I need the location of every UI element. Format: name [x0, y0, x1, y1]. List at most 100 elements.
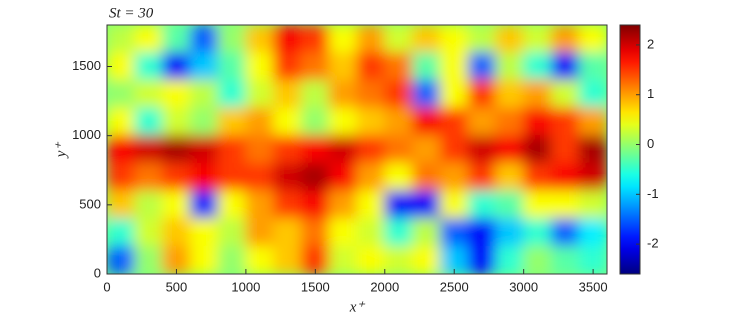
heat-cell	[412, 218, 441, 247]
heat-cell	[550, 190, 580, 220]
heat-cell	[356, 218, 386, 247]
heat-cell	[523, 25, 552, 54]
heat-cell	[384, 79, 414, 109]
heat-cell	[356, 162, 386, 192]
heat-cell	[189, 218, 219, 247]
heat-cell	[356, 52, 386, 81]
heat-cell	[328, 135, 358, 164]
heat-cell	[467, 25, 497, 54]
heat-cell	[578, 25, 607, 54]
heat-cell	[439, 25, 469, 54]
heat-cell	[467, 218, 497, 247]
heat-cell	[328, 25, 358, 54]
heat-cell	[550, 52, 580, 81]
heat-cell	[162, 162, 191, 192]
heat-cell	[356, 135, 386, 164]
y-tick-label: 1000	[72, 127, 101, 142]
heat-cell	[578, 218, 607, 247]
heat-cell	[134, 107, 164, 137]
heat-cell	[134, 25, 164, 54]
y-tick-label: 0	[94, 265, 101, 280]
heat-cell	[273, 162, 302, 192]
plot-frame	[106, 24, 608, 275]
chart-title: St = 30	[109, 5, 154, 21]
heat-cell	[328, 245, 358, 274]
x-tick-label: 3000	[509, 279, 538, 294]
heat-cell	[550, 162, 580, 192]
x-tick-label: 0	[103, 279, 110, 294]
heat-cell	[107, 25, 136, 54]
x-tick-label: 500	[166, 279, 188, 294]
heat-cell	[495, 79, 525, 109]
heat-cell	[189, 190, 219, 220]
heat-cell	[134, 190, 164, 220]
heat-cell	[356, 25, 386, 54]
heat-cell	[523, 135, 552, 164]
heat-cell	[439, 162, 469, 192]
heat-cell	[412, 135, 441, 164]
heat-cell	[467, 162, 497, 192]
heat-cell	[300, 162, 330, 192]
heat-cell	[273, 218, 302, 247]
heat-cell	[439, 190, 469, 220]
heat-cell	[189, 162, 219, 192]
heat-cell	[162, 25, 191, 54]
heat-cell	[107, 135, 136, 164]
heat-cell	[384, 162, 414, 192]
heat-cell	[217, 218, 247, 247]
heat-cell	[300, 190, 330, 220]
heat-cell	[245, 52, 275, 81]
heat-cell	[384, 25, 414, 54]
heat-cell	[467, 135, 497, 164]
heat-cell	[162, 107, 191, 137]
heat-cell	[384, 135, 414, 164]
colorbar-tick-label: -1	[647, 186, 659, 201]
heat-cell	[578, 107, 607, 137]
heat-cell	[107, 162, 136, 192]
heat-cell	[467, 190, 497, 220]
heat-cell	[495, 52, 525, 81]
colorbar-tick-label: 0	[647, 136, 654, 151]
heat-cell	[134, 52, 164, 81]
colorbar-tick-label: 2	[647, 36, 654, 51]
heat-cell	[189, 135, 219, 164]
heat-cell	[578, 79, 607, 109]
heat-cell	[356, 245, 386, 274]
heat-cell	[300, 79, 330, 109]
heat-cell	[134, 218, 164, 247]
heat-cell	[273, 52, 302, 81]
heat-cell	[189, 79, 219, 109]
heat-cell	[273, 107, 302, 137]
heat-cell	[134, 79, 164, 109]
heat-cell	[523, 162, 552, 192]
colorbar-tick-label: -2	[647, 236, 659, 251]
heat-cell	[162, 52, 191, 81]
heat-cell	[245, 245, 275, 274]
heat-cell	[217, 52, 247, 81]
heat-cell	[273, 135, 302, 164]
heat-cell	[273, 245, 302, 274]
heat-cell	[162, 218, 191, 247]
heat-cell	[189, 25, 219, 54]
x-axis-label: x⁺	[349, 299, 366, 315]
heat-cell	[300, 135, 330, 164]
heat-cell	[107, 218, 136, 247]
heat-cell	[217, 107, 247, 137]
x-tick-label: 2000	[370, 279, 399, 294]
heat-cell	[245, 218, 275, 247]
heat-cell	[300, 52, 330, 81]
heat-cell	[189, 107, 219, 137]
colorbar-tick-label: 1	[647, 86, 654, 101]
heat-cell	[578, 135, 607, 164]
heat-cell	[384, 52, 414, 81]
heat-cell	[245, 190, 275, 220]
heat-cell	[328, 218, 358, 247]
heat-cell	[162, 79, 191, 109]
heat-cell	[217, 79, 247, 109]
heat-cell	[134, 162, 164, 192]
heat-cell	[384, 245, 414, 274]
heat-cell	[273, 79, 302, 109]
heat-cell	[550, 218, 580, 247]
heat-cell	[245, 25, 275, 54]
heat-cell	[245, 162, 275, 192]
